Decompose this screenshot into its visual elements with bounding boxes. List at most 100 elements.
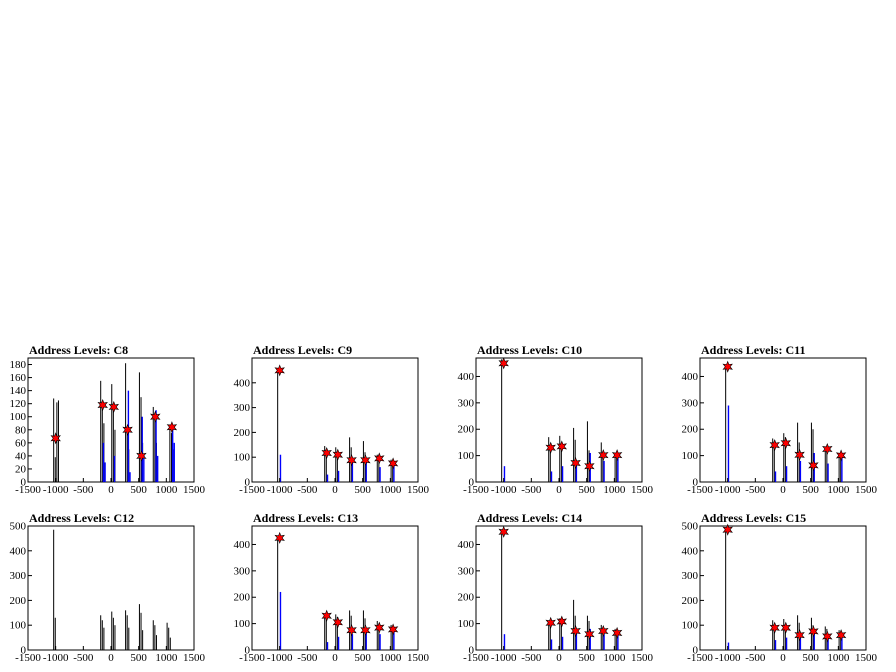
peak-marker	[498, 525, 509, 538]
x-tick-label: -1000	[491, 484, 517, 496]
chart-svg: Address Levels: C12 0 100 200 300 400 500 -1500…	[10, 511, 206, 664]
y-tick-label: 300	[458, 565, 475, 577]
chart-title: Address Levels: C12	[29, 511, 134, 525]
y-tick-label: 300	[234, 565, 251, 577]
peak-marker	[321, 446, 332, 460]
y-tick-label: 200	[234, 427, 251, 439]
peak-marker	[374, 621, 385, 634]
peak-marker	[794, 448, 805, 461]
y-tick-label: 300	[234, 402, 251, 414]
x-tick-label: -500	[521, 484, 542, 496]
x-tick-label: -500	[73, 652, 94, 664]
chart-svg: Address Levels: C13 0 100 200 300 400 -1500 -10…	[234, 511, 430, 664]
peak-marker	[570, 624, 581, 638]
peak-marker	[808, 459, 819, 472]
y-tick-label: 100	[10, 411, 27, 423]
chart-svg: Address Levels: C80204060801001201401601…	[10, 343, 206, 496]
peak-marker	[136, 449, 147, 462]
x-tick-label: 500	[802, 652, 819, 664]
x-tick-label: 1500	[631, 484, 654, 496]
x-tick-label: 1000	[155, 484, 178, 496]
x-tick-label: -500	[297, 652, 318, 664]
x-tick-label: -1000	[43, 484, 69, 496]
peak-marker	[346, 454, 357, 467]
peak-marker	[387, 623, 399, 636]
y-tick-label: 60	[15, 437, 27, 449]
chart-svg: Address Levels: C10 0 100 200 300 400 -1500 -10…	[458, 343, 654, 496]
peak-marker	[360, 454, 371, 467]
peak-marker	[780, 621, 792, 634]
histogram-panel: Address Levels: C11 0 100 200 300 400 -1500 -10…	[672, 336, 896, 504]
chart-title: Address Levels: C8	[29, 343, 128, 357]
y-tick-label: 500	[10, 521, 27, 533]
y-tick-label: 100	[10, 620, 27, 632]
chart-title: Address Levels: C14	[477, 511, 582, 525]
x-tick-label: 500	[578, 484, 595, 496]
peak-marker	[498, 357, 509, 370]
peak-marker	[50, 432, 61, 445]
x-tick-label: 0	[108, 652, 114, 664]
x-tick-label: 1000	[827, 484, 850, 496]
peak-marker	[835, 449, 847, 462]
y-tick-label: 0	[245, 477, 251, 489]
x-tick-label: -1000	[267, 484, 293, 496]
peak-marker	[780, 437, 792, 450]
x-tick-label: 1000	[603, 484, 626, 496]
x-tick-label: 1500	[407, 652, 430, 664]
peak-marker	[374, 452, 385, 465]
y-tick-label: 100	[234, 452, 251, 464]
peak-marker	[545, 616, 556, 629]
peak-marker	[274, 364, 285, 377]
peak-marker	[97, 398, 108, 412]
histogram-panel: Address Levels: C14 0 100 200 300 400 -1500 -10…	[448, 504, 672, 672]
peak-marker	[722, 360, 733, 373]
x-tick-label: 0	[780, 652, 786, 664]
peak-marker	[346, 624, 357, 637]
histogram-panel: Address Levels: C9 0 100 200 300 400 -1500 -100…	[224, 336, 448, 504]
x-tick-label: 0	[332, 652, 338, 664]
x-tick-label: -1500	[15, 484, 41, 496]
histogram-panel: Address Levels: C10 0 100 200 300 400 -1500 -10…	[448, 336, 672, 504]
peak-marker	[769, 621, 780, 634]
histogram-panel: Address Levels: C8 0 20 40 60 80 100 120 140 160 1…	[0, 336, 224, 504]
y-tick-label: 500	[682, 521, 699, 533]
x-tick-label: 500	[130, 652, 147, 664]
peak-marker	[835, 629, 847, 642]
y-tick-label: 140	[10, 385, 27, 397]
y-tick-label: 100	[682, 450, 699, 462]
x-tick-label: 0	[556, 484, 562, 496]
x-tick-label: -1500	[463, 652, 489, 664]
y-tick-label: 300	[682, 570, 699, 582]
x-tick-label: -1500	[239, 484, 265, 496]
histogram-panel: Address Levels: C15 0 100 200 300 400 500 -1500…	[672, 504, 896, 672]
peak-marker	[794, 629, 805, 642]
y-tick-label: 300	[10, 570, 27, 582]
x-tick-label: -500	[297, 484, 318, 496]
peak-marker	[722, 523, 733, 536]
y-tick-label: 0	[693, 645, 699, 657]
peak-marker	[150, 410, 161, 423]
y-tick-label: 0	[469, 477, 475, 489]
y-tick-label: 0	[21, 477, 27, 489]
histogram-panel: Address Levels: C13 0 100 200 300 400 -1500 -10…	[224, 504, 448, 672]
x-tick-label: 500	[354, 484, 371, 496]
x-tick-label: 1000	[827, 652, 850, 664]
x-tick-label: -1000	[715, 652, 741, 664]
x-tick-label: 1000	[379, 484, 402, 496]
chart-svg: Address Levels: C14 0 100 200 300 400 -1500 -10…	[458, 511, 654, 664]
x-tick-label: -500	[521, 652, 542, 664]
y-tick-label: 400	[682, 371, 699, 383]
x-tick-label: 0	[108, 484, 114, 496]
peak-marker	[387, 457, 399, 470]
x-tick-label: 500	[802, 484, 819, 496]
y-tick-label: 200	[10, 595, 27, 607]
y-tick-label: 200	[458, 592, 475, 604]
y-tick-label: 100	[234, 618, 251, 630]
y-tick-label: 200	[682, 424, 699, 436]
peak-marker	[122, 423, 133, 436]
x-tick-label: 1500	[183, 484, 206, 496]
y-tick-label: 400	[682, 545, 699, 557]
y-tick-label: 120	[10, 398, 27, 410]
peak-marker	[321, 609, 332, 622]
histogram-panel: Address Levels: C12 0 100 200 300 400 500 -1500…	[0, 504, 224, 672]
